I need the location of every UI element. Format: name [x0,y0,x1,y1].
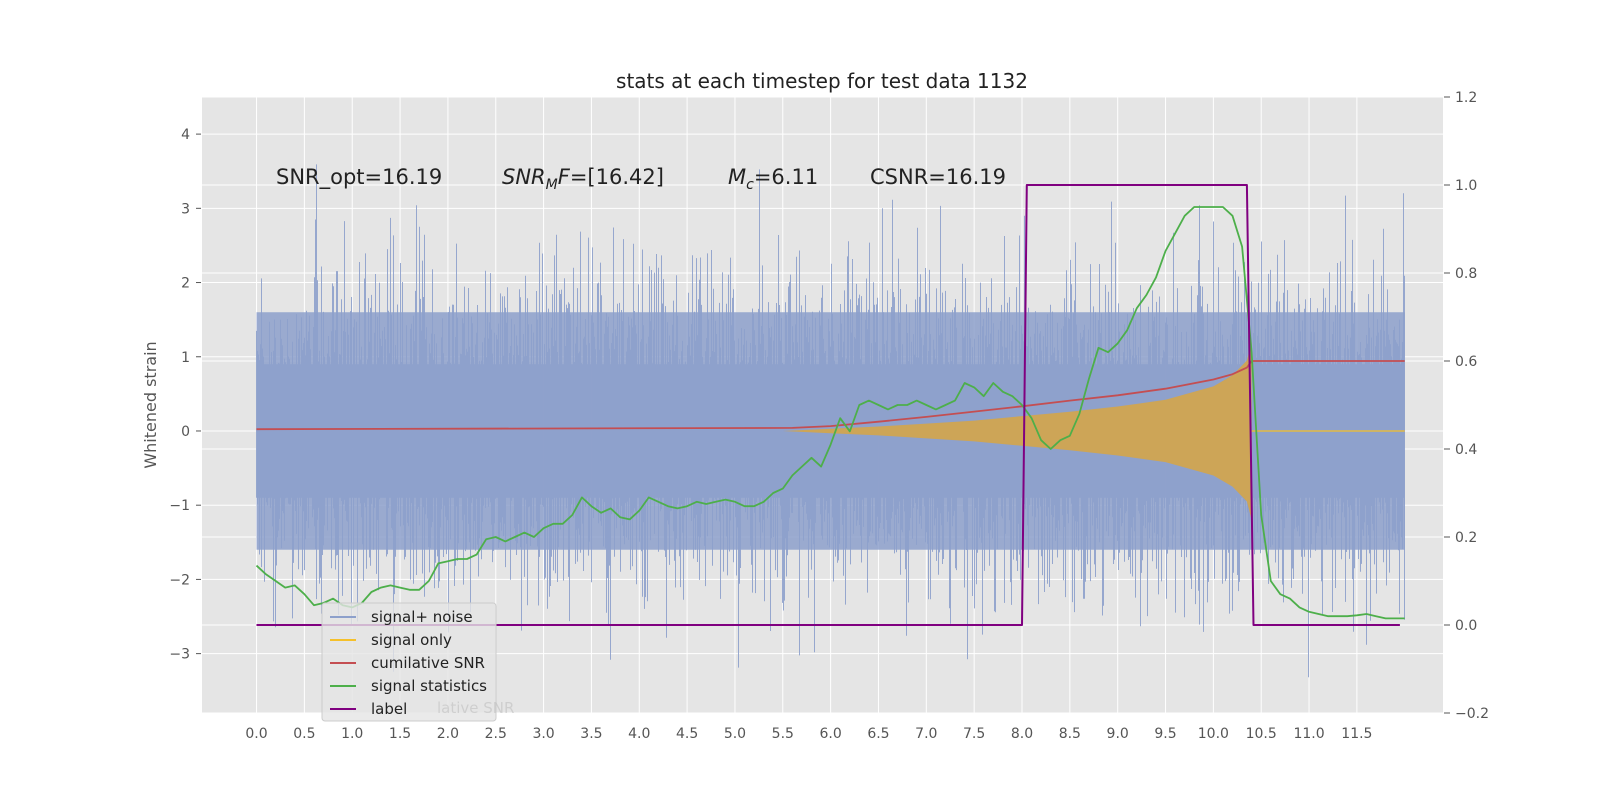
line-series-layer [255,184,1405,626]
legend: lative SNR signal+ noise signal only cumila… [321,602,514,722]
y2-tick-label: −0.2 [1455,706,1489,722]
x-tick-label: 1.0 [341,726,363,742]
legend-ghost-text: lative SNR [437,699,514,717]
x-tick-label: 11.5 [1341,726,1372,742]
snr-mf-annotation: SNRMF=[16.42] [502,165,664,193]
x-tick-label: 9.0 [1107,726,1129,742]
legend-entry-label: cumilative SNR [371,654,485,672]
x-tick-label: 4.0 [628,726,650,742]
annotation-layer: SNR_opt=16.19 SNRMF=[16.42] Mc=6.11 CSNR=16… [276,165,1006,193]
x-tick-label: 1.5 [389,726,411,742]
signal-statistics-line [255,206,1405,620]
x-tick-label: 0.0 [245,726,267,742]
x-tick-label: 10.0 [1198,726,1229,742]
label-line [256,184,1400,626]
y-tick-label: 3 [181,201,190,217]
chart-title: stats at each timestep for test data 113… [616,69,1028,93]
x-tick-label: 7.0 [915,726,937,742]
chirp-mass-annotation: Mc=6.11 [728,165,818,193]
snr-opt-annotation: SNR_opt=16.19 [276,165,442,190]
y-tick-label: −3 [169,647,190,663]
y2-tick-label: 0.2 [1455,530,1477,546]
y2-tick-label: 0.6 [1455,354,1477,370]
x-tick-label: 2.0 [437,726,459,742]
y-tick-label: 2 [181,276,190,292]
x-tick-label: 3.5 [580,726,602,742]
legend-box [321,602,497,722]
x-tick-label: 6.0 [820,726,842,742]
y-tick-label: 0 [181,424,190,440]
x-tick-label: 7.5 [963,726,985,742]
x-tick-label: 6.5 [867,726,889,742]
x-tick-label: 5.5 [772,726,794,742]
y-tick-label: 1 [181,350,190,366]
signal-only-envelope [782,341,1252,520]
y2-tick-label: 1.0 [1455,178,1477,194]
y-axis-label: Whitened strain [141,341,160,468]
csnr-annotation: CSNR=16.19 [870,165,1006,189]
legend-entry-label: signal only [371,631,452,649]
y2-tick-label: 0.4 [1455,442,1477,458]
x-tick-label: 0.5 [293,726,315,742]
x-tick-label: 2.5 [485,726,507,742]
x-tick-label: 4.5 [676,726,698,742]
y2-tick-label: 0.8 [1455,266,1477,282]
y2-tick-label: 0.0 [1455,618,1477,634]
cumulative-snr-line [256,360,1405,431]
x-tick-label: 9.5 [1154,726,1176,742]
legend-entry-label: signal statistics [371,677,487,695]
y-tick-label: −2 [169,572,190,588]
legend-entry-label: label [371,700,407,718]
y-tick-label: 4 [181,127,190,143]
signal-only-series [782,341,1405,520]
x-tick-label: 10.5 [1246,726,1277,742]
x-tick-label: 11.0 [1293,726,1324,742]
axis-layer: 0.0 0.5 1.0 1.5 2.0 2.5 3.0 3.5 4.0 4.5 5.0 5.5 6.0 6… [169,90,1489,742]
y2-tick-label: 1.2 [1455,90,1477,106]
x-tick-label: 8.0 [1011,726,1033,742]
x-tick-label: 8.5 [1059,726,1081,742]
y-tick-label: −1 [169,498,190,514]
x-tick-label: 5.0 [724,726,746,742]
x-tick-label: 3.0 [532,726,554,742]
legend-entry-label: signal+ noise [371,608,473,626]
